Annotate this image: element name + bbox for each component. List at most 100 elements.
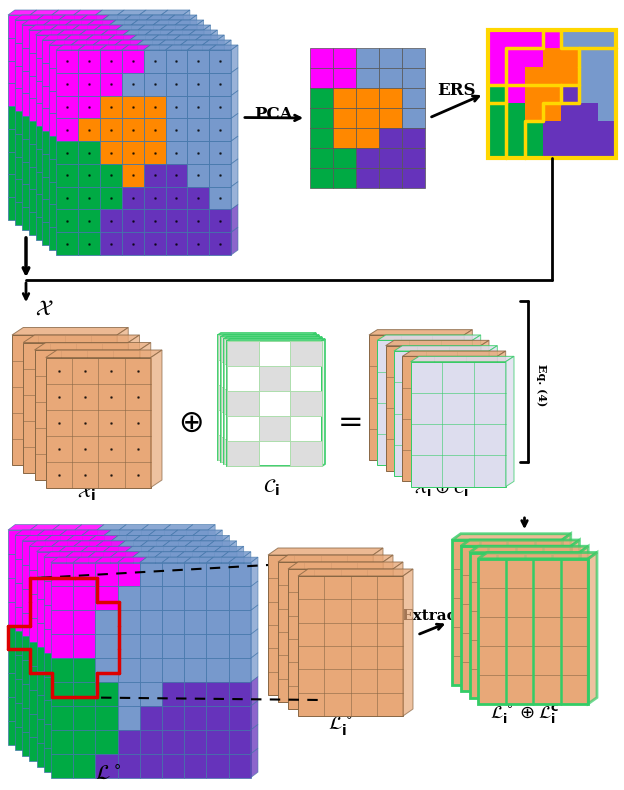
Bar [29,30,51,53]
Bar [139,198,161,220]
Bar [22,162,44,184]
Bar [29,98,51,121]
Bar [177,676,199,701]
Bar [192,576,215,600]
Bar [152,177,173,199]
Bar [101,217,123,240]
Bar [81,576,103,600]
Bar [215,743,236,767]
Bar [72,167,94,190]
Bar [46,358,151,487]
Bar [82,655,104,679]
Bar [200,637,222,660]
Bar [95,634,117,658]
Polygon shape [571,540,580,691]
Polygon shape [30,525,59,530]
Bar [74,83,95,106]
Bar [30,15,52,38]
Bar [209,96,231,118]
Bar [165,232,187,255]
Polygon shape [222,702,230,732]
Bar [66,139,87,162]
Bar [171,702,193,727]
Bar [180,113,202,136]
Bar [117,611,140,634]
Bar [123,58,145,81]
Bar [356,108,379,128]
Polygon shape [236,570,244,600]
Bar [140,634,162,658]
Polygon shape [218,333,316,335]
Polygon shape [251,629,258,658]
Bar [74,594,96,618]
Bar [52,106,74,129]
Bar [222,557,244,581]
Bar [149,536,171,559]
Bar [8,198,30,220]
Polygon shape [236,713,244,743]
Bar [124,88,146,111]
Polygon shape [322,339,325,466]
Polygon shape [251,748,258,777]
Bar [117,730,140,754]
Bar [67,541,89,565]
Bar [44,637,67,660]
Bar [130,85,152,108]
Bar [37,179,59,202]
Polygon shape [373,548,383,695]
Bar [561,103,580,122]
Bar [184,658,207,682]
Bar [133,581,155,605]
Polygon shape [217,126,224,154]
Bar [15,111,37,134]
Bar [402,128,425,148]
Bar [8,721,30,745]
Bar [188,126,210,149]
Bar [133,701,155,724]
Bar [81,623,103,647]
Bar [81,672,103,695]
Bar [543,66,561,85]
Bar [227,341,322,466]
Bar [80,202,102,225]
Bar [81,600,103,623]
Bar [478,559,588,704]
Bar [379,108,402,128]
Bar [148,576,170,600]
Bar [379,68,402,88]
Bar [134,732,155,756]
Polygon shape [129,335,140,472]
Text: $\mathcal{X}_\mathbf{i} \oplus \mathcal{C}_\mathbf{i}$: $\mathcal{X}_\mathbf{i} \oplus \mathcal{… [414,478,469,498]
Bar [124,20,146,43]
Bar [155,653,177,676]
Bar [184,562,207,586]
Bar [285,437,316,462]
Bar [88,629,110,653]
Bar [103,695,125,719]
Bar [141,577,163,602]
Bar [158,228,180,250]
Bar [167,103,188,126]
Bar [188,103,210,126]
Bar [148,743,170,767]
Bar [488,66,506,85]
Bar [199,557,222,581]
Bar [161,83,183,106]
Bar [200,612,222,637]
Bar [163,673,186,698]
Bar [8,129,30,152]
Bar [290,391,322,416]
Bar [116,53,138,76]
Bar [411,362,505,487]
Bar [178,708,200,732]
Bar [146,156,168,179]
Polygon shape [162,557,192,562]
Bar [74,690,96,713]
Bar [109,47,131,70]
Bar [195,131,217,154]
Bar [110,605,133,629]
Bar [207,586,228,611]
Bar [78,186,100,209]
Polygon shape [184,557,213,562]
Polygon shape [203,139,210,167]
